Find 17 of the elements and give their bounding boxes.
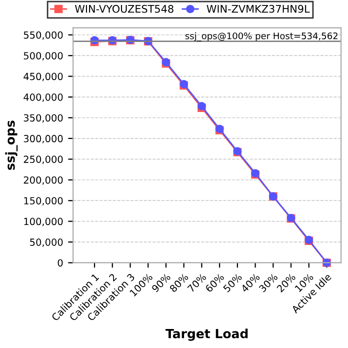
y-tick-label: 0	[58, 259, 63, 267]
y-axis-title: ssj_ops	[5, 120, 18, 170]
y-tick-label: 100,000	[24, 218, 63, 226]
y-tick-label: 150,000	[24, 197, 63, 206]
legend-label: WIN-ZVMKZ37HN9L	[206, 4, 310, 13]
y-tick-label: 550,000	[24, 31, 63, 40]
y-tick-label: 400,000	[24, 94, 63, 102]
ref-line-label: ssj_ops@100% per Host=534,562	[185, 32, 338, 42]
y-tick-label: 300,000	[24, 134, 63, 144]
y-tick-label: 250,000	[24, 156, 63, 164]
x-axis-title: Target Load	[166, 328, 248, 341]
y-tick-label: 200,000	[24, 176, 63, 185]
legend-label: WIN-VYOUZEST548	[74, 4, 174, 13]
y-tick-label: 350,000	[24, 114, 63, 123]
y-tick-label: 450,000	[24, 72, 63, 82]
y-tick-label: 500,000	[24, 52, 63, 60]
y-tick-label: 50,000	[30, 238, 63, 247]
